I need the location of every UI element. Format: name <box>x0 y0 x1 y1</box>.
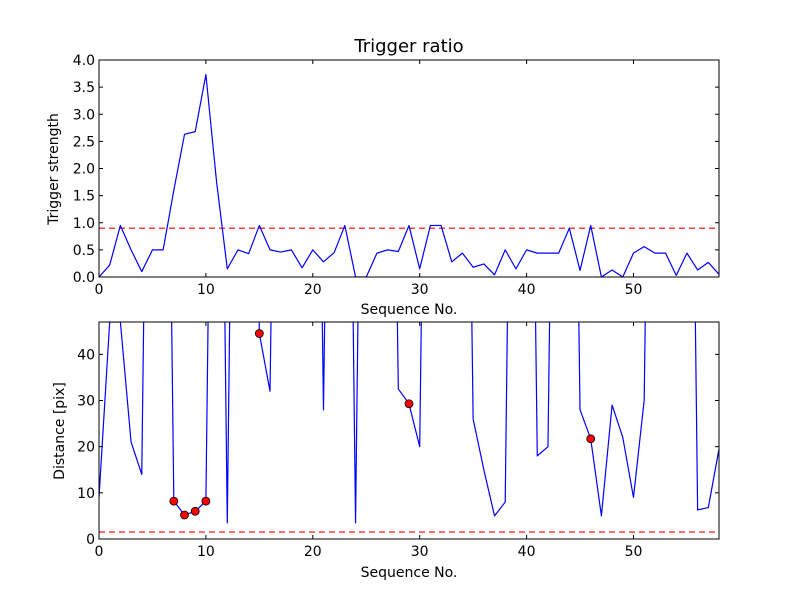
y-axis-label: Trigger strength <box>46 113 62 226</box>
distance-chart: 0 10 20 30 40 50 0 10 20 30 40 Sequence No. Distan… <box>52 321 720 581</box>
plot-area: 0 10 20 30 40 50 0.0 0.5 1.0 1.5 2.0 2.5 3.0 3.5 4.0 <box>73 53 720 298</box>
y-tick-label: 1.5 <box>73 189 95 205</box>
y-tick-label: 3.5 <box>73 80 95 96</box>
y-tick-label: 10 <box>77 486 95 502</box>
x-tick-label: 20 <box>304 544 322 560</box>
x-tick-label: 40 <box>518 544 536 560</box>
y-tick-label: 40 <box>77 347 95 363</box>
data-marker <box>190 506 200 516</box>
y-tick-label: 1.0 <box>73 216 95 232</box>
y-tick-label: 4.0 <box>73 53 95 69</box>
data-marker <box>254 329 264 338</box>
y-tick-label: 20 <box>77 440 95 456</box>
plot-area: 0 10 20 30 40 50 0 10 20 30 40 <box>77 321 720 560</box>
y-tick-label: 3.0 <box>73 107 95 123</box>
y-tick-label: 0.5 <box>73 243 95 259</box>
x-axis-label: Sequence No. <box>361 302 458 318</box>
x-tick-label: 20 <box>304 282 322 298</box>
y-tick-label: 30 <box>77 393 95 409</box>
x-axis-label: Sequence No. <box>361 565 458 581</box>
y-tick-label: 0 <box>86 532 95 548</box>
plot-content <box>99 74 719 277</box>
x-tick-label: 10 <box>197 282 215 298</box>
x-tick-label: 10 <box>197 544 215 560</box>
x-tick-label: 30 <box>411 282 429 298</box>
data-marker <box>586 434 596 444</box>
x-tick-label: 50 <box>625 544 643 560</box>
y-tick-label: 2.5 <box>73 134 95 150</box>
plot-frame <box>98 321 720 540</box>
data-marker <box>169 496 179 506</box>
trigger-strength-chart: Trigger ratio 0 10 20 30 40 50 0.0 0.5 1.0 1.5 2.0… <box>46 36 720 318</box>
y-axis-label: Distance [pix] <box>52 382 68 480</box>
x-tick-label: 0 <box>95 282 104 298</box>
data-marker <box>404 399 414 409</box>
y-tick-label: 0.0 <box>73 270 95 286</box>
plot-content <box>99 322 719 533</box>
x-tick-label: 40 <box>518 282 536 298</box>
chart-title: Trigger ratio <box>353 36 463 57</box>
x-tick-label: 30 <box>411 544 429 560</box>
x-tick-label: 50 <box>625 282 643 298</box>
y-tick-label: 2.0 <box>73 162 95 178</box>
x-tick-label: 0 <box>95 544 104 560</box>
data-marker <box>201 496 211 506</box>
series-line-0 <box>99 74 719 277</box>
data-marker <box>180 510 189 520</box>
